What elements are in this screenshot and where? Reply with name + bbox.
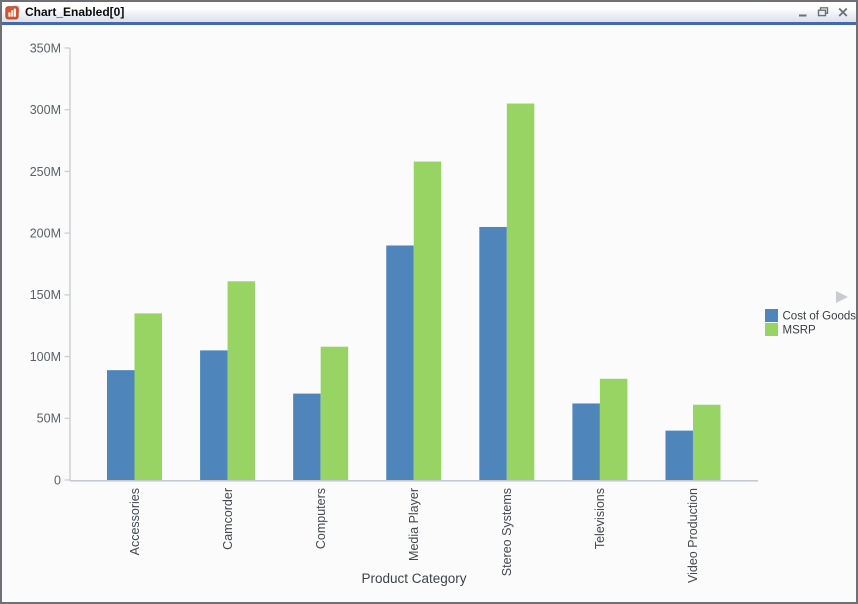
bar-cost-of-goods[interactable] xyxy=(107,370,135,480)
y-tick-label: 150M xyxy=(30,288,61,302)
y-tick-label: 200M xyxy=(30,227,61,241)
category-label: Computers xyxy=(314,488,328,549)
bar-cost-of-goods[interactable] xyxy=(200,350,228,480)
y-tick-label: 50M xyxy=(37,412,61,426)
close-button[interactable] xyxy=(834,4,851,20)
y-tick-label: 300M xyxy=(30,103,61,117)
minimize-icon xyxy=(798,14,806,17)
titlebar[interactable]: Chart_Enabled[0] xyxy=(2,2,856,22)
y-tick-label: 350M xyxy=(30,41,61,55)
bar-msrp[interactable] xyxy=(599,378,628,480)
bar-msrp[interactable] xyxy=(506,103,535,480)
legend-swatch-cost-of-goods[interactable] xyxy=(765,309,778,322)
bar-cost-of-goods[interactable] xyxy=(386,245,414,480)
category-label: Televisions xyxy=(593,488,607,549)
x-axis-title: Product Category xyxy=(361,571,466,586)
bar-cost-of-goods[interactable] xyxy=(293,393,321,480)
bar-chart: 0 50M 100M 150M 200M 250M 300M 350M Accessories C… xyxy=(30,41,857,586)
restore-button[interactable] xyxy=(814,4,831,20)
restore-icon xyxy=(817,7,828,17)
bar-msrp[interactable] xyxy=(692,404,721,480)
window-title: Chart_Enabled[0] xyxy=(25,5,125,19)
y-tick-label: 0 xyxy=(54,473,61,487)
category-label: Camcorder xyxy=(221,488,235,550)
bar-msrp[interactable] xyxy=(413,161,442,480)
y-tick-label: 100M xyxy=(30,350,61,364)
bar-msrp[interactable] xyxy=(134,313,163,480)
category-label: Accessories xyxy=(128,488,142,555)
window-controls xyxy=(794,4,851,20)
legend-expand-arrow-icon[interactable] xyxy=(836,291,848,303)
bar-cost-of-goods[interactable] xyxy=(665,430,693,480)
legend-label-msrp[interactable]: MSRP xyxy=(783,325,817,337)
bar-cost-of-goods[interactable] xyxy=(572,403,600,480)
chart-app-icon xyxy=(5,5,20,20)
minimize-button[interactable] xyxy=(794,4,811,20)
chart-content-area: 0 50M 100M 150M 200M 250M 300M 350M Accessories C… xyxy=(2,25,856,602)
bar-msrp[interactable] xyxy=(227,281,256,480)
category-label: Video Production xyxy=(686,488,700,583)
bar-msrp[interactable] xyxy=(320,346,349,480)
legend-swatch-msrp[interactable] xyxy=(765,323,778,336)
category-label: Stereo Systems xyxy=(500,488,514,576)
titlebar-accent-line xyxy=(2,22,856,25)
close-icon xyxy=(838,7,847,17)
y-tick-label: 250M xyxy=(30,165,61,179)
bar-cost-of-goods[interactable] xyxy=(479,226,507,480)
category-label: Media Player xyxy=(407,488,421,561)
legend-label-cost-of-goods[interactable]: Cost of Goods xyxy=(783,311,857,323)
